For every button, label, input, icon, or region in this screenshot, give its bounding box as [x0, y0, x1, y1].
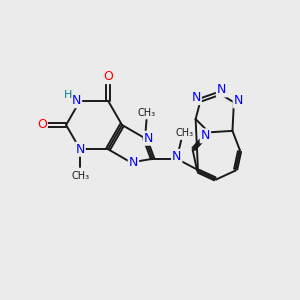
Text: N: N [191, 91, 201, 104]
Text: CH₃: CH₃ [137, 108, 156, 118]
Text: O: O [103, 70, 113, 83]
Text: N: N [201, 129, 210, 142]
Text: N: N [72, 94, 81, 107]
Text: N: N [144, 132, 153, 145]
Text: N: N [75, 143, 85, 156]
Text: N: N [234, 94, 243, 107]
Text: N: N [129, 156, 138, 169]
Text: CH₃: CH₃ [175, 128, 193, 138]
Text: O: O [37, 118, 47, 131]
Text: CH₃: CH₃ [71, 171, 89, 181]
Text: H: H [64, 90, 72, 100]
Text: N: N [217, 83, 226, 96]
Text: N: N [172, 150, 182, 163]
